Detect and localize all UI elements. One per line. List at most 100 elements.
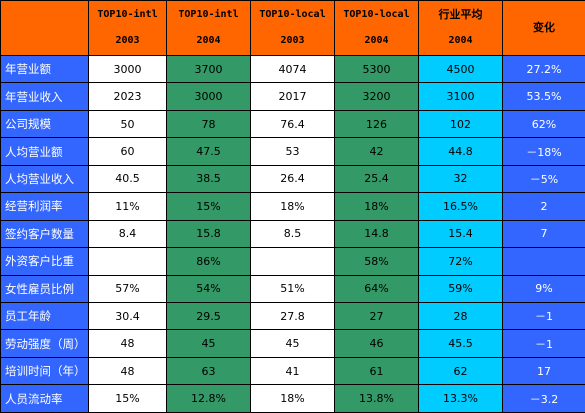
cell-local-2003: 53 (250, 137, 335, 166)
row-label: 人均营业额 (0, 137, 89, 166)
cell-local-2004: 58% (334, 247, 419, 276)
cell-intl-2003: 50 (88, 109, 167, 139)
cell-local-2004: 3200 (334, 82, 419, 111)
cell-change: 27.2% (502, 54, 585, 84)
header-label: TOP10-local (259, 8, 326, 20)
table-row: 签约客户数量 8.4 15.8 8.5 14.8 15.4 7 (0, 219, 585, 249)
cell-local-2004: 61 (334, 356, 419, 386)
cell-local-2004: 46 (334, 329, 419, 358)
cell-industry-avg: 45.5 (418, 329, 503, 358)
cell-change: －18% (502, 137, 585, 166)
table-row: 年营业额 3000 3700 4074 5300 4500 27.2% (0, 54, 585, 84)
header-label: TOP10-intl (178, 8, 239, 20)
cell-change: －3.2 (502, 384, 585, 413)
cell-intl-2003: 11% (88, 192, 167, 221)
cell-intl-2004: 3000 (166, 82, 251, 111)
cell-intl-2004: 47.5 (166, 137, 251, 166)
cell-intl-2003: 48 (88, 356, 167, 386)
table-row: 培训时间（年） 48 63 41 61 62 17 (0, 356, 585, 386)
header-col-local-2004: TOP10-local 2004 (334, 0, 419, 56)
header-year: 2004 (196, 34, 221, 46)
cell-local-2004: 5300 (334, 54, 419, 84)
header-col-intl-2004: TOP10-intl 2004 (166, 0, 251, 56)
cell-change: －1 (502, 329, 585, 358)
cell-local-2003: 2017 (250, 82, 335, 111)
cell-change: 7 (502, 219, 585, 249)
cell-local-2003: 27.8 (250, 301, 335, 331)
row-label: 员工年龄 (0, 301, 89, 331)
header-label: TOP10-local (343, 8, 410, 20)
cell-industry-avg: 62 (418, 356, 503, 386)
cell-intl-2004: 45 (166, 329, 251, 358)
cell-local-2003: 41 (250, 356, 335, 386)
row-label: 签约客户数量 (0, 219, 89, 249)
cell-local-2004: 42 (334, 137, 419, 166)
table-row: 人均营业收入 40.5 38.5 26.4 25.4 32 －5% (0, 164, 585, 194)
cell-industry-avg: 4500 (418, 54, 503, 84)
header-label: 行业平均 (438, 7, 483, 21)
cell-change (502, 247, 585, 276)
cell-change: －5% (502, 164, 585, 194)
table-row: 经营利润率 11% 15% 18% 18% 16.5% 2 (0, 192, 585, 221)
cell-local-2004: 14.8 (334, 219, 419, 249)
cell-industry-avg: 15.4 (418, 219, 503, 249)
cell-local-2003: 8.5 (250, 219, 335, 249)
header-label: TOP10-intl (97, 8, 158, 20)
cell-intl-2004: 86% (166, 247, 251, 276)
cell-local-2004: 13.8% (334, 384, 419, 413)
cell-local-2003 (250, 247, 335, 276)
table-row: 员工年龄 30.4 29.5 27.8 27 28 －1 (0, 301, 585, 331)
cell-local-2003: 51% (250, 274, 335, 304)
table-row: 劳动强度（周） 48 45 45 46 45.5 －1 (0, 329, 585, 358)
cell-intl-2003: 60 (88, 137, 167, 166)
header-col-change: 变化 (502, 0, 585, 56)
cell-intl-2004: 12.8% (166, 384, 251, 413)
cell-industry-avg: 16.5% (418, 192, 503, 221)
cell-industry-avg: 102 (418, 109, 503, 139)
cell-local-2004: 18% (334, 192, 419, 221)
cell-local-2004: 126 (334, 109, 419, 139)
cell-intl-2004: 29.5 (166, 301, 251, 331)
cell-intl-2003: 3000 (88, 54, 167, 84)
cell-intl-2003: 57% (88, 274, 167, 304)
table-row: 外资客户比重 86% 58% 72% (0, 247, 585, 276)
cell-local-2003: 4074 (250, 54, 335, 84)
cell-local-2003: 18% (250, 384, 335, 413)
cell-industry-avg: 13.3% (418, 384, 503, 413)
cell-intl-2004: 15% (166, 192, 251, 221)
cell-intl-2004: 78 (166, 109, 251, 139)
cell-local-2003: 18% (250, 192, 335, 221)
cell-intl-2004: 15.8 (166, 219, 251, 249)
header-label: 变化 (533, 20, 555, 34)
header-col-intl-2003: TOP10-intl 2003 (88, 0, 167, 56)
header-corner (0, 0, 89, 56)
table-row: 女性雇员比例 57% 54% 51% 64% 59% 9% (0, 274, 585, 304)
row-label: 劳动强度（周） (0, 329, 89, 358)
table-row: 公司规模 50 78 76.4 126 102 62% (0, 109, 585, 139)
cell-intl-2003: 8.4 (88, 219, 167, 249)
cell-change: 53.5% (502, 82, 585, 111)
cell-intl-2003: 48 (88, 329, 167, 358)
header-row: TOP10-intl 2003 TOP10-intl 2004 TOP10-lo… (0, 0, 585, 56)
cell-industry-avg: 32 (418, 164, 503, 194)
header-col-industry-avg: 行业平均 2004 (418, 0, 503, 56)
cell-intl-2004: 54% (166, 274, 251, 304)
cell-industry-avg: 59% (418, 274, 503, 304)
header-year: 2003 (115, 34, 140, 46)
table-row: 人员流动率 15% 12.8% 18% 13.8% 13.3% －3.2 (0, 384, 585, 413)
cell-intl-2004: 38.5 (166, 164, 251, 194)
cell-intl-2004: 3700 (166, 54, 251, 84)
row-label: 外资客户比重 (0, 247, 89, 276)
row-label: 女性雇员比例 (0, 274, 89, 304)
row-label: 人均营业收入 (0, 164, 89, 194)
header-col-local-2003: TOP10-local 2003 (250, 0, 335, 56)
cell-local-2003: 45 (250, 329, 335, 358)
cell-industry-avg: 3100 (418, 82, 503, 111)
cell-change: 9% (502, 274, 585, 304)
cell-intl-2003 (88, 247, 167, 276)
header-year: 2003 (280, 34, 305, 46)
cell-change: 17 (502, 356, 585, 386)
cell-local-2003: 26.4 (250, 164, 335, 194)
table-row: 年营业收入 2023 3000 2017 3200 3100 53.5% (0, 82, 585, 111)
